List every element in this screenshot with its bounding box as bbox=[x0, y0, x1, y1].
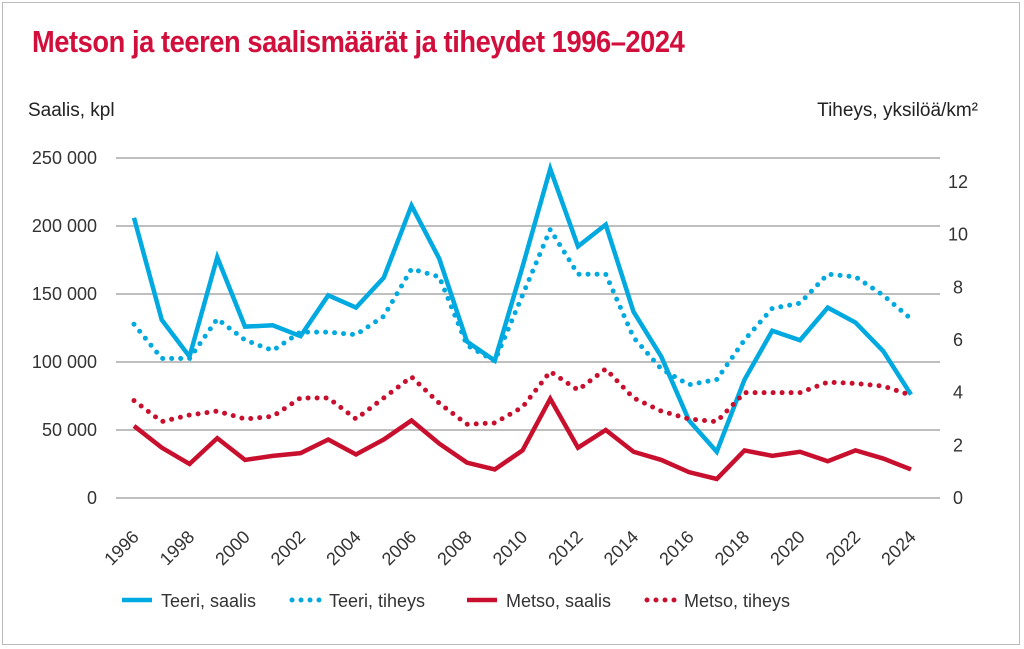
x-tick-label: 1998 bbox=[156, 527, 198, 569]
y-tick-label: 0 bbox=[87, 488, 97, 508]
x-tick-label: 2006 bbox=[378, 527, 420, 569]
y-tick-label: 100 000 bbox=[32, 352, 97, 372]
legend-label: Metso, saalis bbox=[506, 591, 611, 611]
legend-label: Metso, tiheys bbox=[684, 591, 790, 611]
series-line-metso-tiheys bbox=[131, 365, 914, 427]
series-line-metso-saalis bbox=[132, 394, 912, 482]
y2-tick-label: 10 bbox=[948, 225, 968, 245]
right-axis-label: Tiheys, yksilöä/km² bbox=[817, 100, 978, 121]
legend-label: Teeri, saalis bbox=[161, 591, 256, 611]
x-tick-label: 2002 bbox=[267, 527, 309, 569]
x-tick-label: 1996 bbox=[100, 527, 142, 569]
y2-tick-label: 8 bbox=[953, 277, 963, 297]
x-tick-label: 2004 bbox=[322, 527, 364, 569]
y-tick-label: 250 000 bbox=[32, 148, 97, 168]
x-tick-label: 2020 bbox=[766, 527, 808, 569]
left-axis-label: Saalis, kpl bbox=[28, 100, 115, 121]
y2-tick-label: 0 bbox=[953, 488, 963, 508]
y2-tick-label: 12 bbox=[948, 172, 968, 192]
x-tick-label: 2022 bbox=[822, 527, 864, 569]
x-tick-label: 2000 bbox=[211, 527, 253, 569]
x-tick-label: 2018 bbox=[711, 527, 753, 569]
series-line-teeri-saalis bbox=[131, 161, 913, 457]
y-tick-label: 150 000 bbox=[32, 284, 97, 304]
x-tick-label: 2010 bbox=[489, 527, 531, 569]
x-tick-label: 2016 bbox=[655, 527, 697, 569]
x-tick-label: 2008 bbox=[433, 527, 475, 569]
y2-tick-label: 6 bbox=[953, 330, 963, 350]
x-tick-label: 2012 bbox=[544, 527, 586, 569]
y-tick-label: 50 000 bbox=[42, 420, 97, 440]
x-tick-label: 2024 bbox=[877, 527, 919, 569]
y-tick-label: 200 000 bbox=[32, 216, 97, 236]
y2-tick-label: 2 bbox=[953, 435, 963, 455]
legend-label: Teeri, tiheys bbox=[329, 591, 425, 611]
chart-title: Metson ja teeren saalismäärät ja tiheyde… bbox=[32, 24, 685, 59]
x-tick-label: 2014 bbox=[600, 527, 642, 569]
series-line-teeri-tiheys bbox=[131, 224, 914, 388]
y2-tick-label: 4 bbox=[953, 383, 963, 403]
